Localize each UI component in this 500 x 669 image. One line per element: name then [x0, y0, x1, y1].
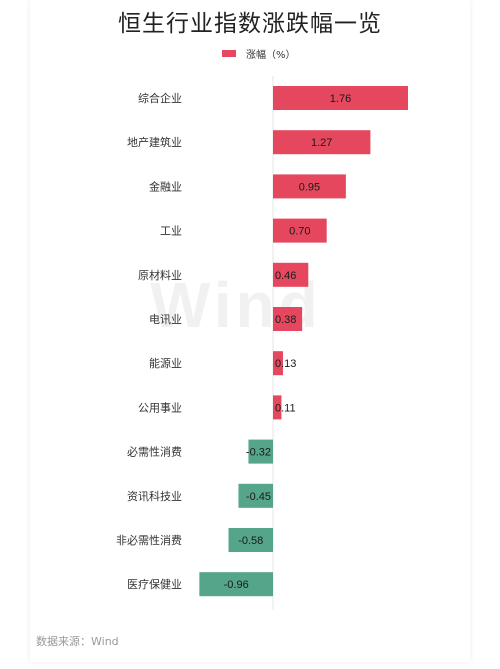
- value-label-7: 0.11: [275, 402, 296, 414]
- category-label-6: 能源业: [149, 356, 182, 370]
- legend-swatch: [222, 49, 236, 57]
- bar-0: [273, 86, 408, 110]
- category-label-8: 必需性消费: [127, 445, 182, 459]
- value-label-8: -0.32: [246, 447, 271, 459]
- value-label-11: -0.96: [224, 579, 249, 591]
- value-label-6: 0.13: [275, 358, 296, 370]
- value-label-4: 0.46: [275, 270, 296, 282]
- bar-4: [273, 262, 309, 287]
- category-label-5: 电讯业: [149, 313, 182, 326]
- bar-9: [238, 483, 273, 508]
- legend: 涨幅（%）: [222, 45, 296, 61]
- category-label-7: 公用事业: [138, 401, 182, 414]
- category-label-3: 工业: [160, 225, 182, 238]
- bar-7: [273, 395, 282, 420]
- value-label-9: -0.45: [246, 491, 271, 503]
- category-label-10: 非必需性消费: [116, 533, 182, 547]
- bar-3: [273, 218, 327, 243]
- value-label-1: 1.27: [311, 137, 332, 149]
- bar-2: [273, 174, 346, 199]
- bar-11: [199, 572, 273, 597]
- bar-6: [273, 351, 283, 376]
- value-label-0: 1.76: [330, 93, 351, 105]
- value-label-5: 0.38: [275, 314, 296, 326]
- value-label-2: 0.95: [299, 181, 320, 193]
- bar-8: [248, 439, 273, 464]
- legend-label: 涨幅（%）: [246, 49, 296, 61]
- bar-10: [228, 528, 273, 552]
- value-label-3: 0.70: [289, 226, 310, 238]
- category-label-2: 金融业: [149, 179, 182, 193]
- category-label-4: 原材料业: [138, 268, 182, 282]
- bar-1: [273, 130, 371, 155]
- chart-title: 恒生行业指数涨跌幅一览: [118, 11, 382, 37]
- category-label-1: 地产建筑业: [127, 135, 182, 149]
- category-label-0: 综合企业: [138, 91, 182, 105]
- category-label-9: 资讯科技业: [127, 489, 182, 503]
- bar-5: [273, 307, 303, 331]
- value-label-10: -0.58: [238, 535, 263, 547]
- data-source: 数据来源：Wind: [36, 635, 119, 648]
- category-label-11: 医疗保健业: [127, 577, 182, 591]
